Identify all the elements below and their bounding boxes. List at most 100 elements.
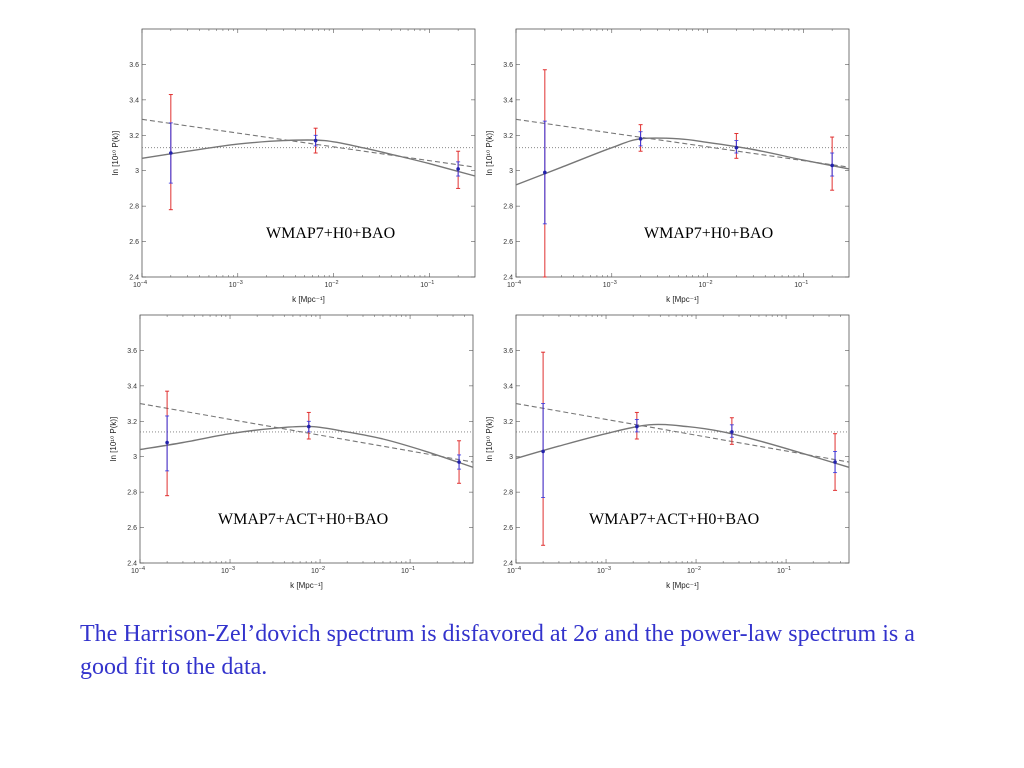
y-tick-label: 3.4 — [503, 97, 513, 104]
x-tick-exponent: −2 — [319, 566, 325, 572]
x-tick-base: 10 — [401, 568, 409, 575]
data-point-group — [456, 150, 461, 189]
running-index-curve — [515, 423, 850, 468]
y-tick-label: 2.4 — [503, 561, 513, 568]
x-tick-exponent: −2 — [332, 280, 338, 286]
spectrum-panel-top-right: 2.4 2.6 2.8 3 3.2 3.4 3.6 10−4 10−3 10−2 10−1 k [Mp… — [482, 22, 857, 310]
spectrum-chart: 2.42.62.833.23.43.610−4 10−3 10−2 10−1k [Mp… — [111, 28, 476, 304]
y-tick-label: 3.2 — [503, 133, 513, 140]
y-tick-label: 3 — [509, 168, 513, 175]
y-tick-label: 3 — [509, 454, 513, 461]
y-tick-label: 3.2 — [129, 133, 139, 140]
data-point — [457, 460, 461, 464]
dataset-annotation: WMAP7+H0+BAO — [644, 225, 773, 242]
y-tick-label: 2.6 — [503, 239, 513, 246]
x-tick-base: 10 — [794, 282, 802, 289]
y-tick-label: 2.8 — [503, 490, 513, 497]
x-tick-base: 10 — [597, 568, 605, 575]
y-tick-label: 3.4 — [127, 383, 137, 390]
x-tick-label: 10−1 — [420, 280, 434, 289]
x-axis-label: k [Mpc⁻¹] — [666, 295, 699, 304]
plot-frame — [515, 314, 850, 564]
data-point — [307, 424, 311, 429]
x-tick-base: 10 — [603, 282, 611, 289]
y-tick-label: 2.6 — [129, 239, 139, 246]
y-tick-label: 3.4 — [503, 383, 513, 390]
x-tick-label: 10−4 — [133, 280, 147, 289]
x-tick-label: 10−4 — [131, 566, 145, 575]
x-tick-label: 10−3 — [597, 566, 611, 575]
plot-frame — [139, 314, 474, 564]
x-tick-base: 10 — [324, 282, 332, 289]
x-axis-label: k [Mpc⁻¹] — [290, 581, 323, 590]
x-tick-exponent: −2 — [695, 566, 701, 572]
x-tick-base: 10 — [221, 568, 229, 575]
y-tick-label: 3.6 — [129, 62, 139, 69]
y-tick-label: 3.4 — [129, 97, 139, 104]
x-tick-label: 10−3 — [221, 566, 235, 575]
data-point-group — [833, 433, 838, 491]
x-tick-exponent: −3 — [237, 280, 243, 286]
y-tick-label: 2.4 — [503, 275, 513, 282]
x-tick-label: 10−2 — [311, 566, 325, 575]
x-tick-exponent: −1 — [802, 280, 808, 286]
spectrum-chart: 2.42.62.833.23.43.610−4 10−3 10−2 10−1k [Mp… — [485, 314, 850, 590]
data-point — [635, 424, 639, 429]
x-tick-base: 10 — [229, 282, 237, 289]
running-index-curve — [515, 137, 850, 186]
data-point-group — [541, 351, 546, 546]
x-tick-base: 10 — [311, 568, 319, 575]
x-axis-label: k [Mpc⁻¹] — [666, 581, 699, 590]
spectrum-panel-bottom-left: 2.4 2.6 2.8 3 3.2 3.4 3.6 10−4 10−3 10−2 10−1 k [Mp… — [106, 308, 481, 596]
y-tick-label: 2.4 — [129, 275, 139, 282]
data-point — [165, 440, 169, 445]
x-tick-exponent: −3 — [605, 566, 611, 572]
x-tick-base: 10 — [507, 568, 515, 575]
plot-frame — [515, 28, 850, 278]
data-point-group — [638, 124, 643, 152]
x-axis-label: k [Mpc⁻¹] — [292, 295, 325, 304]
x-tick-exponent: −4 — [515, 566, 521, 572]
x-tick-exponent: −3 — [611, 280, 617, 286]
y-tick-label: 2.8 — [129, 204, 139, 211]
slide-caption: The Harrison-Zelʼdovich spectrum is disf… — [80, 621, 915, 680]
data-point-group — [313, 127, 318, 154]
data-point — [833, 460, 837, 464]
data-point — [830, 163, 834, 168]
spectrum-chart: 2.42.62.833.23.43.610−4 10−3 10−2 10−1k [Mp… — [109, 314, 474, 590]
x-tick-exponent: −1 — [428, 280, 434, 286]
x-tick-label: 10−3 — [603, 280, 617, 289]
data-point — [541, 449, 545, 454]
x-tick-label: 10−1 — [401, 566, 415, 575]
y-tick-label: 2.4 — [127, 561, 137, 568]
data-point — [638, 137, 643, 141]
y-tick-label: 3.6 — [503, 348, 513, 355]
x-tick-exponent: −1 — [785, 566, 791, 572]
data-point-group — [729, 417, 734, 445]
x-tick-base: 10 — [133, 282, 141, 289]
x-tick-label: 10−2 — [324, 280, 338, 289]
x-tick-base: 10 — [420, 282, 428, 289]
x-tick-label: 10−1 — [777, 566, 791, 575]
x-tick-exponent: −1 — [409, 566, 415, 572]
data-point — [734, 145, 739, 150]
y-tick-label: 3.6 — [127, 348, 137, 355]
x-tick-base: 10 — [698, 282, 706, 289]
x-tick-exponent: −4 — [139, 566, 145, 572]
x-tick-base: 10 — [777, 568, 785, 575]
running-index-curve — [139, 425, 474, 468]
x-tick-label: 10−4 — [507, 280, 521, 289]
x-tick-exponent: −4 — [515, 280, 521, 286]
plot-frame — [141, 28, 476, 278]
data-point — [313, 138, 318, 143]
power-law-line — [515, 403, 850, 463]
data-point-group — [830, 136, 835, 191]
data-point-group — [634, 411, 639, 440]
y-tick-label: 3.2 — [127, 419, 137, 426]
y-tick-label: 3.2 — [503, 419, 513, 426]
y-tick-label: 2.6 — [127, 525, 137, 532]
x-tick-label: 10−3 — [229, 280, 243, 289]
x-tick-label: 10−1 — [794, 280, 808, 289]
running-index-curve — [141, 139, 476, 177]
dataset-annotation: WMAP7+ACT+H0+BAO — [218, 511, 388, 528]
